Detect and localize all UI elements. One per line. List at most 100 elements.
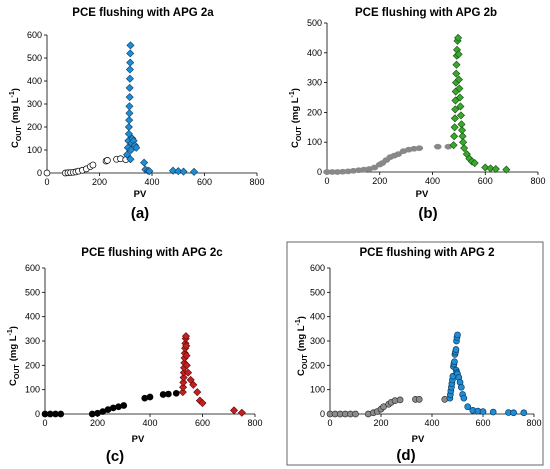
x-tick-label: 0 bbox=[327, 418, 332, 428]
data-point-series-2 bbox=[502, 165, 511, 174]
data-point-series-2 bbox=[179, 373, 188, 382]
data-point-series-1 bbox=[57, 410, 65, 418]
data-point-series-1 bbox=[172, 389, 180, 397]
y-tick-label: 500 bbox=[27, 53, 42, 63]
data-point-series-2 bbox=[452, 69, 461, 78]
data-point-series-2 bbox=[198, 399, 207, 408]
data-point-series-2 bbox=[455, 93, 464, 102]
chart-title: PCE flushing with APG 2b bbox=[355, 7, 497, 19]
data-point-series-2 bbox=[460, 144, 469, 153]
data-point-series-2 bbox=[182, 341, 191, 350]
chart-panel-d: PCE flushing with APG 2 PV (d) COUT(mg L… bbox=[295, 247, 542, 464]
x-tick-label: 200 bbox=[373, 418, 388, 428]
data-point-series-1 bbox=[89, 161, 97, 169]
data-point-series-2 bbox=[489, 408, 497, 416]
data-point-series-2 bbox=[454, 331, 461, 339]
data-point-series-2 bbox=[454, 50, 463, 59]
data-point-series-2 bbox=[189, 380, 198, 389]
data-point-series-2 bbox=[125, 116, 134, 125]
x-tick-label: 800 bbox=[249, 177, 264, 187]
data-point-series-2 bbox=[459, 138, 468, 147]
y-tick-label: 600 bbox=[25, 263, 40, 273]
data-point-series-2 bbox=[179, 383, 188, 392]
svg-text:COUT(mg L-1): COUT(mg L-1) bbox=[295, 316, 309, 376]
x-tick-label: 400 bbox=[425, 176, 440, 186]
data-point-series-2 bbox=[460, 394, 468, 402]
data-point-series-2 bbox=[125, 65, 134, 74]
x-tick-label: 200 bbox=[92, 177, 107, 187]
y-tick-label: 0 bbox=[35, 409, 40, 419]
data-point-series-2 bbox=[491, 164, 500, 174]
y-tick-label: 400 bbox=[307, 48, 322, 58]
data-point-series-1 bbox=[146, 393, 154, 401]
panel-label: (c) bbox=[106, 448, 124, 465]
x-axis-label: PV bbox=[134, 189, 147, 200]
svg-text:COUT(mg L-1): COUT(mg L-1) bbox=[289, 88, 303, 148]
y-tick-label: 300 bbox=[307, 78, 322, 88]
data-point-series-2 bbox=[451, 358, 458, 366]
data-point-series-1 bbox=[433, 143, 442, 150]
data-point-series-2 bbox=[179, 378, 188, 387]
y-tick-label: 0 bbox=[317, 167, 322, 177]
data-point-series-1 bbox=[43, 169, 51, 177]
data-point-series-1 bbox=[415, 396, 423, 403]
panel-label: (d) bbox=[396, 447, 415, 464]
data-point-series-1 bbox=[120, 402, 128, 409]
y-tick-label: 200 bbox=[27, 122, 42, 132]
data-point-series-2 bbox=[125, 102, 134, 111]
data-point-series-2 bbox=[124, 129, 133, 138]
y-tick-label: 400 bbox=[27, 76, 42, 86]
data-point-series-2 bbox=[193, 388, 202, 397]
y-tick-label: 200 bbox=[310, 360, 325, 370]
data-point-series-2 bbox=[237, 408, 246, 417]
data-point-series-2 bbox=[520, 409, 528, 417]
y-tick-label: 300 bbox=[310, 336, 325, 346]
data-point-series-2 bbox=[132, 143, 141, 152]
panel-label: (a) bbox=[131, 205, 149, 222]
data-point-series-2 bbox=[181, 332, 190, 341]
y-tick-label: 600 bbox=[310, 263, 325, 273]
x-tick-label: 600 bbox=[478, 176, 493, 186]
y-axis-label: COUT(mg L-1) bbox=[7, 326, 21, 386]
x-tick-label: 600 bbox=[195, 418, 210, 428]
chart-title: PCE flushing with APG 2a bbox=[72, 7, 214, 19]
panel-d-border bbox=[286, 241, 544, 466]
y-tick-label: 400 bbox=[25, 312, 40, 322]
y-tick-label: 400 bbox=[310, 312, 325, 322]
y-axis-label: COUT(mg L-1) bbox=[289, 88, 303, 148]
y-tick-label: 200 bbox=[25, 360, 40, 370]
x-tick-label: 200 bbox=[90, 418, 105, 428]
x-tick-label: 400 bbox=[424, 418, 439, 428]
y-tick-label: 300 bbox=[27, 99, 42, 109]
x-tick-label: 200 bbox=[372, 176, 387, 186]
y-axis-label: COUT(mg L-1) bbox=[9, 88, 23, 148]
data-point-series-1 bbox=[370, 164, 379, 171]
data-point-series-1 bbox=[104, 157, 111, 164]
x-axis-label: PV bbox=[412, 434, 425, 445]
x-tick-label: 600 bbox=[197, 177, 212, 187]
data-point-series-2 bbox=[481, 163, 490, 172]
y-tick-label: 500 bbox=[310, 287, 325, 297]
y-tick-label: 0 bbox=[37, 168, 42, 178]
data-point-series-2 bbox=[125, 83, 134, 92]
data-point-series-2 bbox=[145, 167, 154, 176]
x-tick-label: 800 bbox=[530, 176, 545, 186]
y-tick-label: 500 bbox=[307, 18, 322, 28]
data-point-series-1 bbox=[415, 145, 424, 152]
x-tick-label: 0 bbox=[324, 176, 329, 186]
data-point-series-2 bbox=[450, 123, 459, 132]
x-tick-label: 0 bbox=[44, 177, 49, 187]
data-point-series-1 bbox=[396, 396, 404, 404]
data-point-series-1 bbox=[165, 390, 172, 398]
y-tick-label: 300 bbox=[25, 336, 40, 346]
data-point-series-2 bbox=[174, 167, 183, 176]
data-point-series-2 bbox=[454, 33, 463, 42]
data-point-series-2 bbox=[464, 403, 472, 411]
data-point-series-2 bbox=[456, 102, 465, 111]
data-point-series-2 bbox=[450, 114, 459, 123]
data-point-series-2 bbox=[179, 167, 188, 176]
chart-title: PCE flushing with APG 2c bbox=[81, 247, 223, 259]
x-tick-label: 400 bbox=[144, 177, 159, 187]
data-point-series-2 bbox=[125, 93, 134, 102]
